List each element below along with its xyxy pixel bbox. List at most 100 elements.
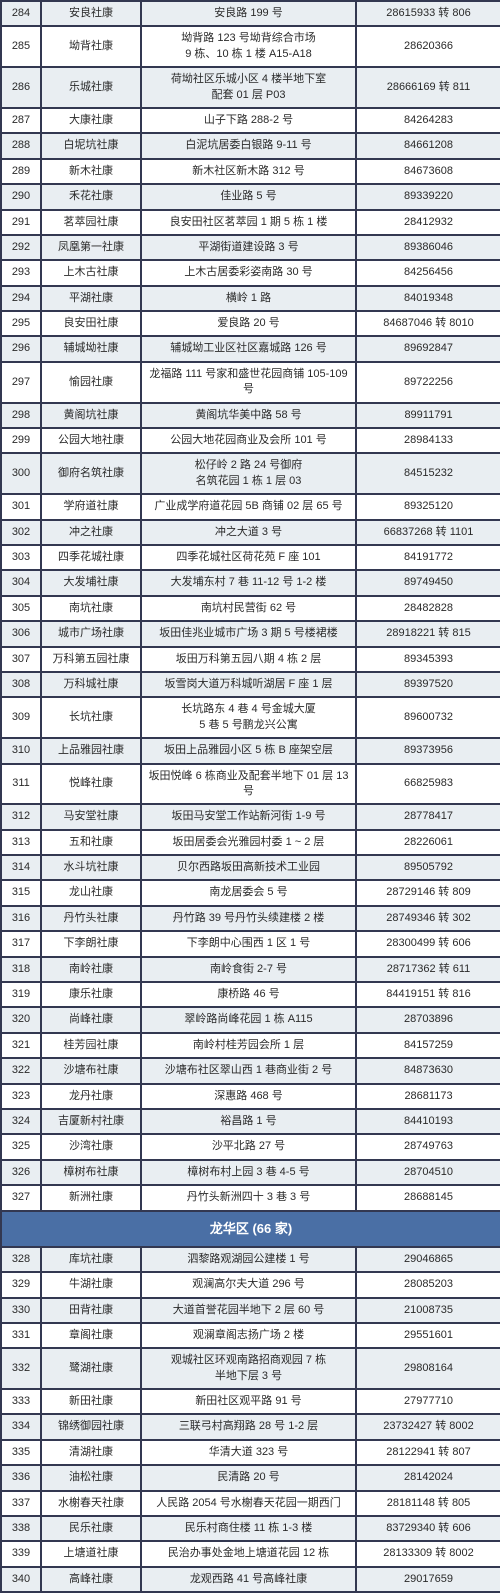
cell-phone: 28620366 (356, 26, 500, 67)
cell-name: 学府道社康 (41, 494, 141, 519)
cell-name: 田背社康 (41, 1298, 141, 1323)
cell-addr: 上木古居委彩姿南路 30 号 (141, 260, 356, 285)
table-row: 301学府道社康广业成学府道花园 5B 商铺 02 层 65 号89325120 (1, 494, 500, 519)
cell-name: 白坭坑社康 (41, 133, 141, 158)
table-row: 299公园大地社康公园大地花园商业及会所 101 号28984133 (1, 428, 500, 453)
cell-phone: 29808164 (356, 1348, 500, 1389)
cell-addr: 坂田居委会光雅园村委 1 ~ 2 层 (141, 830, 356, 855)
cell-phone: 84256456 (356, 260, 500, 285)
cell-num: 328 (1, 1247, 41, 1272)
cell-num: 302 (1, 520, 41, 545)
table-row: 284安良社康安良路 199 号28615933 转 806 (1, 1, 500, 26)
table-row: 300御府名筑社康松仔岭 2 路 24 号御府名筑花园 1 栋 1 层 0384… (1, 453, 500, 494)
cell-num: 291 (1, 210, 41, 235)
cell-name: 库坑社康 (41, 1247, 141, 1272)
cell-num: 319 (1, 982, 41, 1007)
table-row: 321桂芳园社康南岭村桂芳园会所 1 层84157259 (1, 1033, 500, 1058)
cell-addr: 三联弓村高翔路 28 号 1-2 层 (141, 1414, 356, 1439)
cell-name: 清湖社康 (41, 1440, 141, 1465)
cell-phone: 66825983 (356, 764, 500, 805)
cell-phone: 29551601 (356, 1323, 500, 1348)
cell-addr: 华清大道 323 号 (141, 1440, 356, 1465)
cell-num: 292 (1, 235, 41, 260)
cell-addr: 良安田社区茗萃园 1 期 5 栋 1 楼 (141, 210, 356, 235)
cell-num: 315 (1, 880, 41, 905)
cell-num: 294 (1, 286, 41, 311)
cell-num: 305 (1, 596, 41, 621)
cell-name: 冲之社康 (41, 520, 141, 545)
cell-num: 290 (1, 184, 41, 209)
table-row: 334锦绣御园社康三联弓村高翔路 28 号 1-2 层23732427 转 80… (1, 1414, 500, 1439)
table-row: 323龙丹社康深惠路 468 号28681173 (1, 1084, 500, 1109)
table-row: 298黄阁坑社康黄阁坑华美中路 58 号89911791 (1, 403, 500, 428)
table-row: 319康乐社康康桥路 46 号84419151 转 816 (1, 982, 500, 1007)
section-label: 龙华区 (66 家) (1, 1211, 500, 1247)
cell-num: 324 (1, 1109, 41, 1134)
cell-phone: 89397520 (356, 672, 500, 697)
cell-phone: 21008735 (356, 1298, 500, 1323)
cell-num: 313 (1, 830, 41, 855)
cell-name: 上塘道社康 (41, 1541, 141, 1566)
table-row: 302冲之社康冲之大道 3 号66837268 转 1101 (1, 520, 500, 545)
table-row: 314水斗坑社康贝尔西路坂田高新技术工业园89505792 (1, 855, 500, 880)
cell-num: 317 (1, 931, 41, 956)
cell-addr: 广业成学府道花园 5B 商铺 02 层 65 号 (141, 494, 356, 519)
table-row: 287大康社康山子下路 288-2 号84264283 (1, 108, 500, 133)
cell-name: 平湖社康 (41, 286, 141, 311)
cell-name: 龙山社康 (41, 880, 141, 905)
table-row: 331章阁社康观澜章阁志扬广场 2 楼29551601 (1, 1323, 500, 1348)
table-row: 294平湖社康横岭 1 路84019348 (1, 286, 500, 311)
cell-phone: 28226061 (356, 830, 500, 855)
cell-addr: 沙平北路 27 号 (141, 1134, 356, 1159)
cell-addr: 大发埔东村 7 巷 11-12 号 1-2 楼 (141, 570, 356, 595)
cell-num: 338 (1, 1516, 41, 1541)
cell-num: 326 (1, 1160, 41, 1185)
cell-name: 水斗坑社康 (41, 855, 141, 880)
cell-num: 337 (1, 1491, 41, 1516)
cell-name: 长坑社康 (41, 697, 141, 738)
cell-name: 茗萃园社康 (41, 210, 141, 235)
cell-phone: 89692847 (356, 336, 500, 361)
cell-addr: 人民路 2054 号水榭春天花园一期西门 (141, 1491, 356, 1516)
cell-phone: 89345393 (356, 647, 500, 672)
cell-name: 沙湾社康 (41, 1134, 141, 1159)
cell-addr: 坂田佳兆业城市广场 3 期 5 号楼裙楼 (141, 621, 356, 646)
table-row: 316丹竹头社康丹竹路 39 号丹竹头续建楼 2 楼28749346 转 302 (1, 906, 500, 931)
table-row: 322沙塘布社康沙塘布社区翠山西 1 巷商业街 2 号84873630 (1, 1058, 500, 1083)
cell-phone: 23732427 转 8002 (356, 1414, 500, 1439)
cell-name: 上木古社康 (41, 260, 141, 285)
cell-phone: 83729340 转 606 (356, 1516, 500, 1541)
cell-addr: 康桥路 46 号 (141, 982, 356, 1007)
table-row: 335清湖社康华清大道 323 号28122941 转 807 (1, 1440, 500, 1465)
cell-num: 301 (1, 494, 41, 519)
cell-num: 327 (1, 1185, 41, 1210)
cell-num: 335 (1, 1440, 41, 1465)
cell-num: 306 (1, 621, 41, 646)
table-row: 329牛湖社康观澜高尔夫大道 296 号28085203 (1, 1272, 500, 1297)
cell-addr: 民乐村商住楼 11 栋 1-3 楼 (141, 1516, 356, 1541)
cell-addr: 南岭村桂芳园会所 1 层 (141, 1033, 356, 1058)
cell-phone: 28729146 转 809 (356, 880, 500, 905)
cell-phone: 84410193 (356, 1109, 500, 1134)
cell-name: 锦绣御园社康 (41, 1414, 141, 1439)
cell-phone: 89600732 (356, 697, 500, 738)
cell-addr: 泗黎路观湖园公建楼 1 号 (141, 1247, 356, 1272)
cell-num: 304 (1, 570, 41, 595)
cell-num: 311 (1, 764, 41, 805)
table-row: 285坳背社康坳背路 123 号坳背综合市场9 栋、10 栋 1 楼 A15-A… (1, 26, 500, 67)
cell-phone: 28688145 (356, 1185, 500, 1210)
cell-phone: 27977710 (356, 1389, 500, 1414)
cell-name: 公园大地社康 (41, 428, 141, 453)
cell-num: 339 (1, 1541, 41, 1566)
table-row: 309长坑社康长坑路东 4 巷 4 号金城大厦5 巷 5 号鹏龙兴公寓89600… (1, 697, 500, 738)
cell-name: 万科城社康 (41, 672, 141, 697)
table-row: 318南岭社康南岭食街 2-7 号28717362 转 611 (1, 957, 500, 982)
cell-name: 水榭春天社康 (41, 1491, 141, 1516)
cell-name: 丹竹头社康 (41, 906, 141, 931)
cell-num: 321 (1, 1033, 41, 1058)
cell-num: 320 (1, 1007, 41, 1032)
cell-addr: 观澜章阁志扬广场 2 楼 (141, 1323, 356, 1348)
cell-name: 愉园社康 (41, 362, 141, 403)
cell-name: 新田社康 (41, 1389, 141, 1414)
cell-name: 万科第五园社康 (41, 647, 141, 672)
